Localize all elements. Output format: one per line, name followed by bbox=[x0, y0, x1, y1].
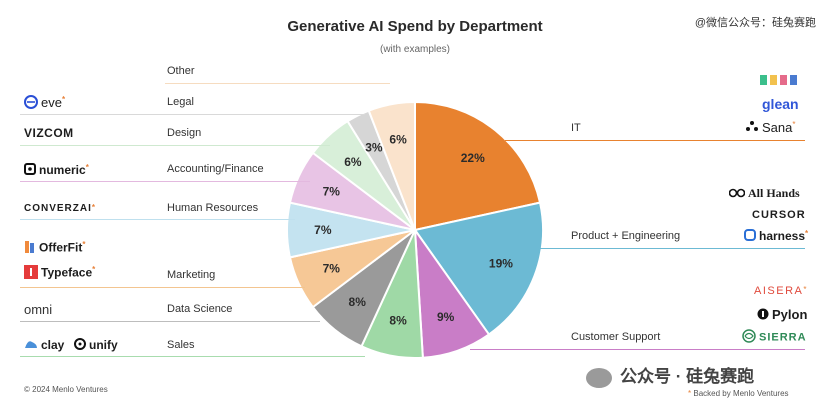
logo-sierra: SIERRA bbox=[742, 329, 807, 346]
watermark-top: @微信公众号：硅兔赛跑 bbox=[694, 17, 816, 29]
row-line-product bbox=[540, 248, 805, 249]
logo-typeface: Typeface* bbox=[24, 265, 95, 282]
logo-clay: clay bbox=[24, 338, 64, 353]
row-line-other bbox=[165, 83, 390, 84]
dept-label-accounting: Accounting/Finance bbox=[167, 163, 264, 175]
row-line-hr bbox=[20, 219, 295, 220]
logo-offerfit: OfferFit* bbox=[24, 240, 85, 257]
all-hands-icon bbox=[728, 187, 746, 202]
pylon-icon bbox=[757, 308, 769, 323]
backed-by-note: * Backed by Menlo Ventures bbox=[688, 389, 789, 398]
unify-icon bbox=[74, 338, 86, 353]
row-line-it bbox=[505, 140, 805, 141]
row-line-design bbox=[20, 145, 330, 146]
row-line-accounting bbox=[20, 181, 310, 182]
dept-label-data-science: Data Science bbox=[167, 303, 233, 315]
slice-value-label: 6% bbox=[389, 132, 407, 146]
copyright: © 2024 Menlo Ventures bbox=[24, 385, 108, 394]
logo-converzai: CONVERZAI* bbox=[24, 203, 97, 214]
watermark-bottom: 公众号 · 硅兔赛跑 bbox=[586, 362, 754, 388]
wechat-icon bbox=[586, 367, 612, 388]
dept-label-it: IT bbox=[571, 122, 581, 134]
logo-sana: Sana* bbox=[745, 120, 796, 137]
chart-subtitle: (with examples) bbox=[379, 44, 451, 55]
logo-omni: omni bbox=[24, 302, 53, 317]
slice-value-label: 9% bbox=[437, 310, 455, 324]
logo-top-mark bbox=[760, 73, 803, 89]
sierra-icon bbox=[742, 329, 756, 346]
slice-value-label: 7% bbox=[323, 184, 341, 198]
chart-title: Generative AI Spend by Department bbox=[287, 18, 543, 35]
harness-icon bbox=[744, 229, 756, 244]
slice-value-label: 7% bbox=[323, 262, 341, 276]
dept-label-product: Product + Engineering bbox=[571, 230, 681, 242]
dept-label-design: Design bbox=[167, 127, 202, 139]
logo-cursor: CURSOR bbox=[752, 209, 806, 221]
logo-harness: harness* bbox=[744, 229, 808, 244]
numeric-icon bbox=[24, 163, 36, 178]
slice-value-label: 22% bbox=[461, 151, 485, 165]
dept-label-other: Other bbox=[167, 65, 195, 77]
row-line-legal bbox=[20, 114, 365, 115]
offerfit-icon bbox=[24, 240, 36, 257]
slice-value-label: 8% bbox=[349, 295, 367, 309]
dept-label-marketing: Marketing bbox=[167, 269, 216, 281]
pie-slice-labels: 22%19%9%8%8%7%7%7%6%3%6% bbox=[314, 132, 513, 327]
typeface-icon bbox=[24, 265, 38, 282]
dept-label-support: Customer Support bbox=[571, 331, 661, 343]
clay-icon bbox=[24, 338, 38, 353]
slice-value-label: 19% bbox=[489, 256, 513, 270]
dept-label-legal: Legal bbox=[167, 96, 194, 108]
slice-value-label: 3% bbox=[365, 141, 383, 155]
row-line-data-science bbox=[20, 321, 320, 322]
pie-slices bbox=[286, 100, 544, 359]
logo-pylon: Pylon bbox=[757, 307, 807, 323]
logo-all-hands: All Hands bbox=[728, 186, 800, 202]
logo-eve: eve* bbox=[24, 95, 65, 112]
dept-label-hr: Human Resources bbox=[167, 202, 259, 214]
eve-icon bbox=[24, 95, 38, 112]
row-line-marketing bbox=[20, 287, 305, 288]
slice-value-label: 8% bbox=[389, 314, 407, 328]
pie-slice-it bbox=[414, 100, 542, 232]
logo-vizcom: VIZCOM bbox=[24, 126, 74, 140]
row-line-sales bbox=[20, 356, 365, 357]
logo-unify: unify bbox=[74, 338, 118, 353]
pie-slice-other bbox=[367, 100, 416, 231]
pie-slice-product-engineering bbox=[413, 201, 544, 336]
logo-aisera: AISERA* bbox=[754, 285, 808, 297]
logo-numeric: numeric* bbox=[24, 163, 89, 178]
row-line-support bbox=[470, 349, 805, 350]
slice-value-label: 6% bbox=[344, 155, 362, 169]
colorful-blocks-icon bbox=[760, 74, 800, 89]
slice-value-label: 7% bbox=[314, 223, 332, 237]
sana-icon bbox=[745, 120, 759, 137]
logo-glean: glean bbox=[762, 96, 799, 112]
dept-label-sales: Sales bbox=[167, 339, 195, 351]
